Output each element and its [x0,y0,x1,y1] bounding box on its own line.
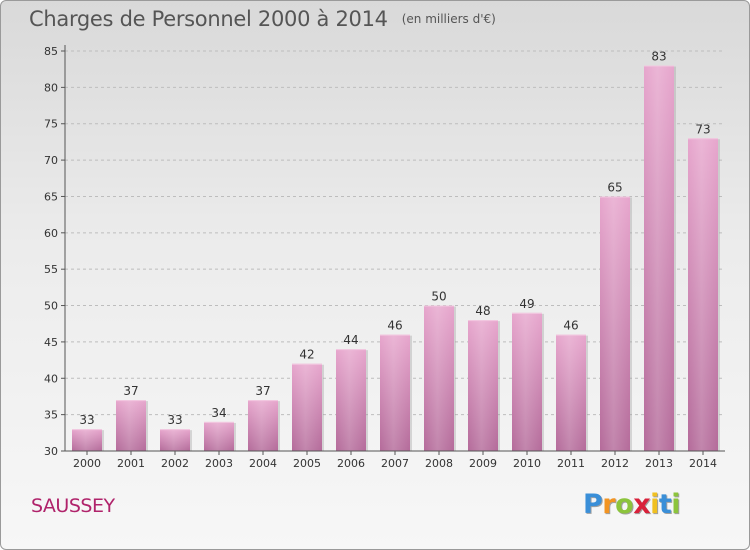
logo-letter: i [671,489,681,520]
y-tick-label: 45 [44,336,58,349]
data-label: 50 [431,290,446,304]
bar-highlight [204,421,234,451]
data-label: 33 [79,413,94,427]
bar-highlight [424,305,454,451]
bar-highlight [380,334,410,451]
data-label: 33 [167,413,182,427]
proxiti-logo: Proxiti [583,489,681,520]
bars-layer: 33 37 33 34 37 42 44 46 50 48 49 46 65 83 73 [72,50,720,452]
chart-subtitle: (en milliers d'€) [401,12,496,26]
bar-highlight [292,363,322,451]
y-tick-label: 35 [44,409,58,422]
data-label: 46 [387,319,402,333]
data-label: 83 [651,50,666,64]
axes-layer: 30 35 40 45 50 55 60 65 70 75 80 85 2000 2001 2002 2003… [44,45,725,470]
y-tick-label: 55 [44,263,58,276]
x-tick-label: 2011 [557,457,585,470]
data-label: 49 [519,297,534,311]
x-tick-label: 2003 [205,457,233,470]
data-label: 44 [343,333,358,347]
data-label: 46 [563,319,578,333]
data-label: 48 [475,304,490,318]
bar-highlight [336,349,366,451]
bar-highlight [468,320,498,451]
data-label: 37 [123,384,138,398]
y-tick-label: 85 [44,45,58,58]
data-label: 42 [299,348,314,362]
x-tick-label: 2001 [117,457,145,470]
bar-highlight [688,138,718,452]
x-tick-label: 2006 [337,457,365,470]
bar-highlight [644,65,674,451]
x-tick-label: 2000 [73,457,101,470]
logo-letter: o [615,489,634,520]
bar-highlight [600,196,630,451]
data-label: 37 [255,384,270,398]
x-tick-label: 2002 [161,457,189,470]
bar-highlight [160,429,190,451]
logo-letter: i [650,489,659,520]
bar-highlight [556,334,586,451]
x-tick-label: 2004 [249,457,277,470]
x-tick-label: 2005 [293,457,321,470]
logo-letter: t [658,489,672,520]
data-label: 65 [607,180,622,194]
y-tick-label: 75 [44,118,58,131]
commune-name: SAUSSEY [31,495,115,517]
y-tick-label: 65 [44,190,58,203]
x-tick-label: 2010 [513,457,541,470]
y-tick-label: 80 [44,81,58,94]
x-tick-label: 2007 [381,457,409,470]
y-tick-label: 30 [44,445,58,458]
x-tick-label: 2009 [469,457,497,470]
bar-highlight [72,429,102,451]
logo-letter: r [602,489,616,520]
x-tick-label: 2013 [645,457,673,470]
data-label: 34 [211,406,226,420]
logo-letter: x [633,489,651,520]
bar-highlight [116,400,146,451]
y-tick-label: 60 [44,227,58,240]
chart-title: Charges de Personnel 2000 à 2014 [29,7,388,31]
x-tick-label: 2008 [425,457,453,470]
y-tick-label: 50 [44,300,58,313]
y-tick-label: 70 [44,154,58,167]
x-tick-label: 2014 [689,457,717,470]
logo-letter: P [583,489,603,520]
bar-highlight [248,400,278,451]
data-label: 73 [695,122,710,136]
x-tick-label: 2012 [601,457,629,470]
y-tick-label: 40 [44,372,58,385]
title-row: Charges de Personnel 2000 à 2014 (en mill… [29,7,496,31]
bar-highlight [512,312,542,451]
